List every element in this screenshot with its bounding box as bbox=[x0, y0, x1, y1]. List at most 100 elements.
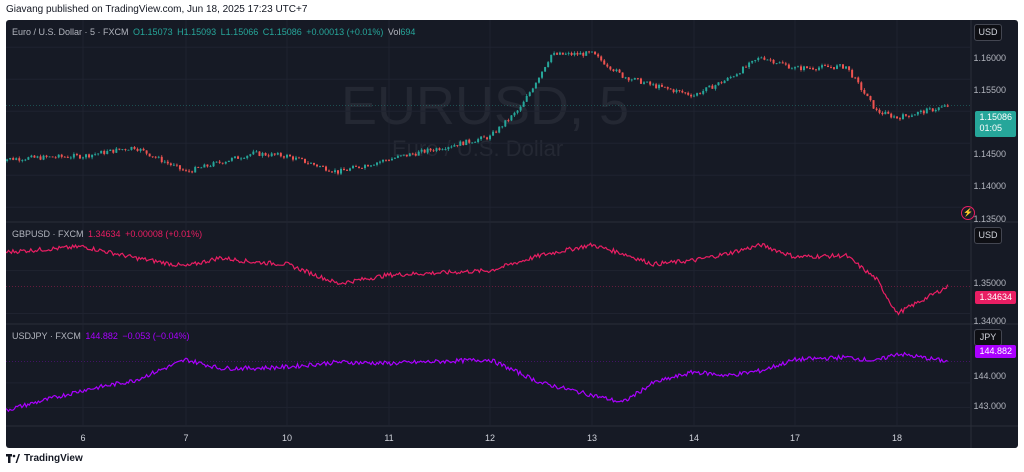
eurusd-candle bbox=[655, 84, 658, 89]
chart-svg[interactable] bbox=[6, 20, 1018, 448]
eurusd-candle bbox=[489, 135, 491, 140]
series-line-gbpusd bbox=[6, 242, 949, 316]
eurusd-candle bbox=[830, 67, 832, 68]
eurusd-candle bbox=[541, 71, 544, 78]
eurusd-candle bbox=[109, 149, 112, 152]
eurusd-candle bbox=[243, 158, 246, 159]
eurusd-candle bbox=[66, 156, 69, 158]
eurusd-candle bbox=[887, 111, 890, 114]
eurusd-candle bbox=[411, 153, 414, 155]
x-tick: 11 bbox=[384, 433, 394, 443]
gbpusd-currency-button[interactable]: USD bbox=[974, 227, 1002, 244]
eurusd-candle bbox=[24, 159, 27, 161]
eurusd-candle bbox=[603, 60, 606, 65]
eurusd-candle bbox=[769, 59, 772, 61]
eurusd-candle bbox=[547, 62, 550, 68]
eurusd-candle bbox=[45, 155, 48, 157]
eurusd-candle bbox=[519, 106, 522, 111]
eurusd-candle bbox=[794, 67, 796, 69]
eurusd-candle bbox=[636, 78, 639, 79]
eurusd-candle bbox=[63, 156, 66, 158]
eurusd-candle bbox=[233, 156, 236, 158]
eurusd-candle bbox=[860, 82, 863, 90]
eurusd-candle bbox=[507, 120, 510, 122]
eurusd-candle bbox=[606, 64, 609, 67]
eurusd-candle bbox=[82, 157, 84, 159]
eurusd-candle bbox=[806, 66, 808, 69]
eurusd-candle bbox=[97, 153, 100, 155]
eurusd-candle bbox=[696, 93, 699, 96]
eurusd-candle bbox=[385, 159, 387, 161]
eurusd-countdown: 01:05 bbox=[979, 123, 1002, 133]
usdjpy-legend-name: USDJPY · FXCM bbox=[12, 331, 81, 341]
eurusd-candle bbox=[124, 149, 127, 151]
eurusd-candle bbox=[821, 65, 823, 68]
eurusd-candle bbox=[600, 56, 603, 61]
chart-frame[interactable]: EURUSD, 5 Euro / U.S. Dollar Euro / U.S.… bbox=[6, 20, 1018, 448]
eurusd-candle bbox=[778, 62, 781, 64]
eurusd-candle bbox=[720, 82, 723, 84]
eurusd-candle bbox=[615, 69, 618, 72]
eurusd-candle bbox=[612, 69, 615, 72]
eurusd-candle bbox=[884, 111, 887, 115]
eurusd-candle bbox=[240, 158, 243, 160]
eurusd-candle bbox=[276, 153, 279, 155]
eurusd-candle bbox=[51, 156, 54, 158]
eurusd-candle bbox=[316, 164, 318, 167]
eurusd-candle bbox=[75, 154, 78, 156]
eurusd-candle bbox=[585, 51, 588, 56]
eurusd-candle bbox=[133, 146, 136, 149]
eurusd-candle bbox=[289, 154, 291, 157]
usdjpy-currency-button[interactable]: JPY bbox=[974, 329, 1002, 346]
eurusd-candle bbox=[94, 154, 97, 155]
eurusd-candle bbox=[267, 155, 270, 157]
eurusd-candle bbox=[480, 136, 483, 140]
eurusd-legend-vol-label: Vol bbox=[387, 27, 401, 37]
eurusd-candle bbox=[414, 153, 417, 156]
eurusd-candle bbox=[809, 68, 811, 69]
eurusd-candle bbox=[322, 166, 324, 167]
eurusd-candle bbox=[396, 155, 399, 158]
eurusd-candle bbox=[766, 59, 769, 61]
eurusd-candle bbox=[534, 82, 537, 89]
eurusd-candle bbox=[940, 106, 943, 108]
eurusd-candle bbox=[69, 157, 72, 159]
eurusd-candle bbox=[390, 158, 393, 161]
eurusd-candle bbox=[57, 154, 60, 158]
eurusd-legend-open: O1.15073 bbox=[133, 27, 173, 37]
x-tick: 14 bbox=[688, 433, 700, 443]
eurusd-candle bbox=[91, 154, 94, 158]
x-tick: 18 bbox=[891, 433, 903, 443]
eurusd-candle bbox=[729, 76, 732, 78]
eurusd-candle bbox=[18, 158, 21, 161]
x-tick: 17 bbox=[789, 433, 801, 443]
eurusd-candle bbox=[486, 137, 489, 140]
eurusd-legend-volume: 694 bbox=[400, 27, 416, 37]
eurusd-candle bbox=[127, 149, 130, 151]
eurusd-candle bbox=[723, 80, 726, 84]
eurusd-candle bbox=[818, 67, 820, 70]
eurusd-candle bbox=[510, 115, 513, 121]
eurusd-candle bbox=[567, 52, 570, 54]
eurusd-candle bbox=[237, 156, 240, 159]
eurusd-candle bbox=[112, 149, 115, 153]
eurusd-candle bbox=[221, 162, 224, 164]
eurusd-ytick: 1.13500 bbox=[973, 214, 1006, 224]
eurusd-candle bbox=[310, 162, 312, 164]
alert-clock-icon[interactable]: ⚡ bbox=[961, 206, 975, 220]
eurusd-candle bbox=[845, 66, 847, 69]
usdjpy-legend-price: 144.882 bbox=[85, 331, 118, 341]
eurusd-legend-close: C1.15086 bbox=[262, 27, 302, 37]
eurusd-candle bbox=[444, 149, 447, 150]
eurusd-candle bbox=[943, 105, 946, 107]
eurusd-candle bbox=[582, 52, 585, 56]
eurusd-candle bbox=[258, 151, 261, 156]
eurusd-candle bbox=[212, 162, 215, 167]
eurusd-candle bbox=[594, 51, 597, 55]
eurusd-candle bbox=[946, 105, 949, 107]
eurusd-candle bbox=[282, 156, 285, 158]
eurusd-candle bbox=[429, 148, 432, 151]
eurusd-currency-button[interactable]: USD bbox=[974, 24, 1002, 41]
eurusd-candle bbox=[194, 167, 197, 173]
eurusd-candle bbox=[301, 158, 303, 159]
